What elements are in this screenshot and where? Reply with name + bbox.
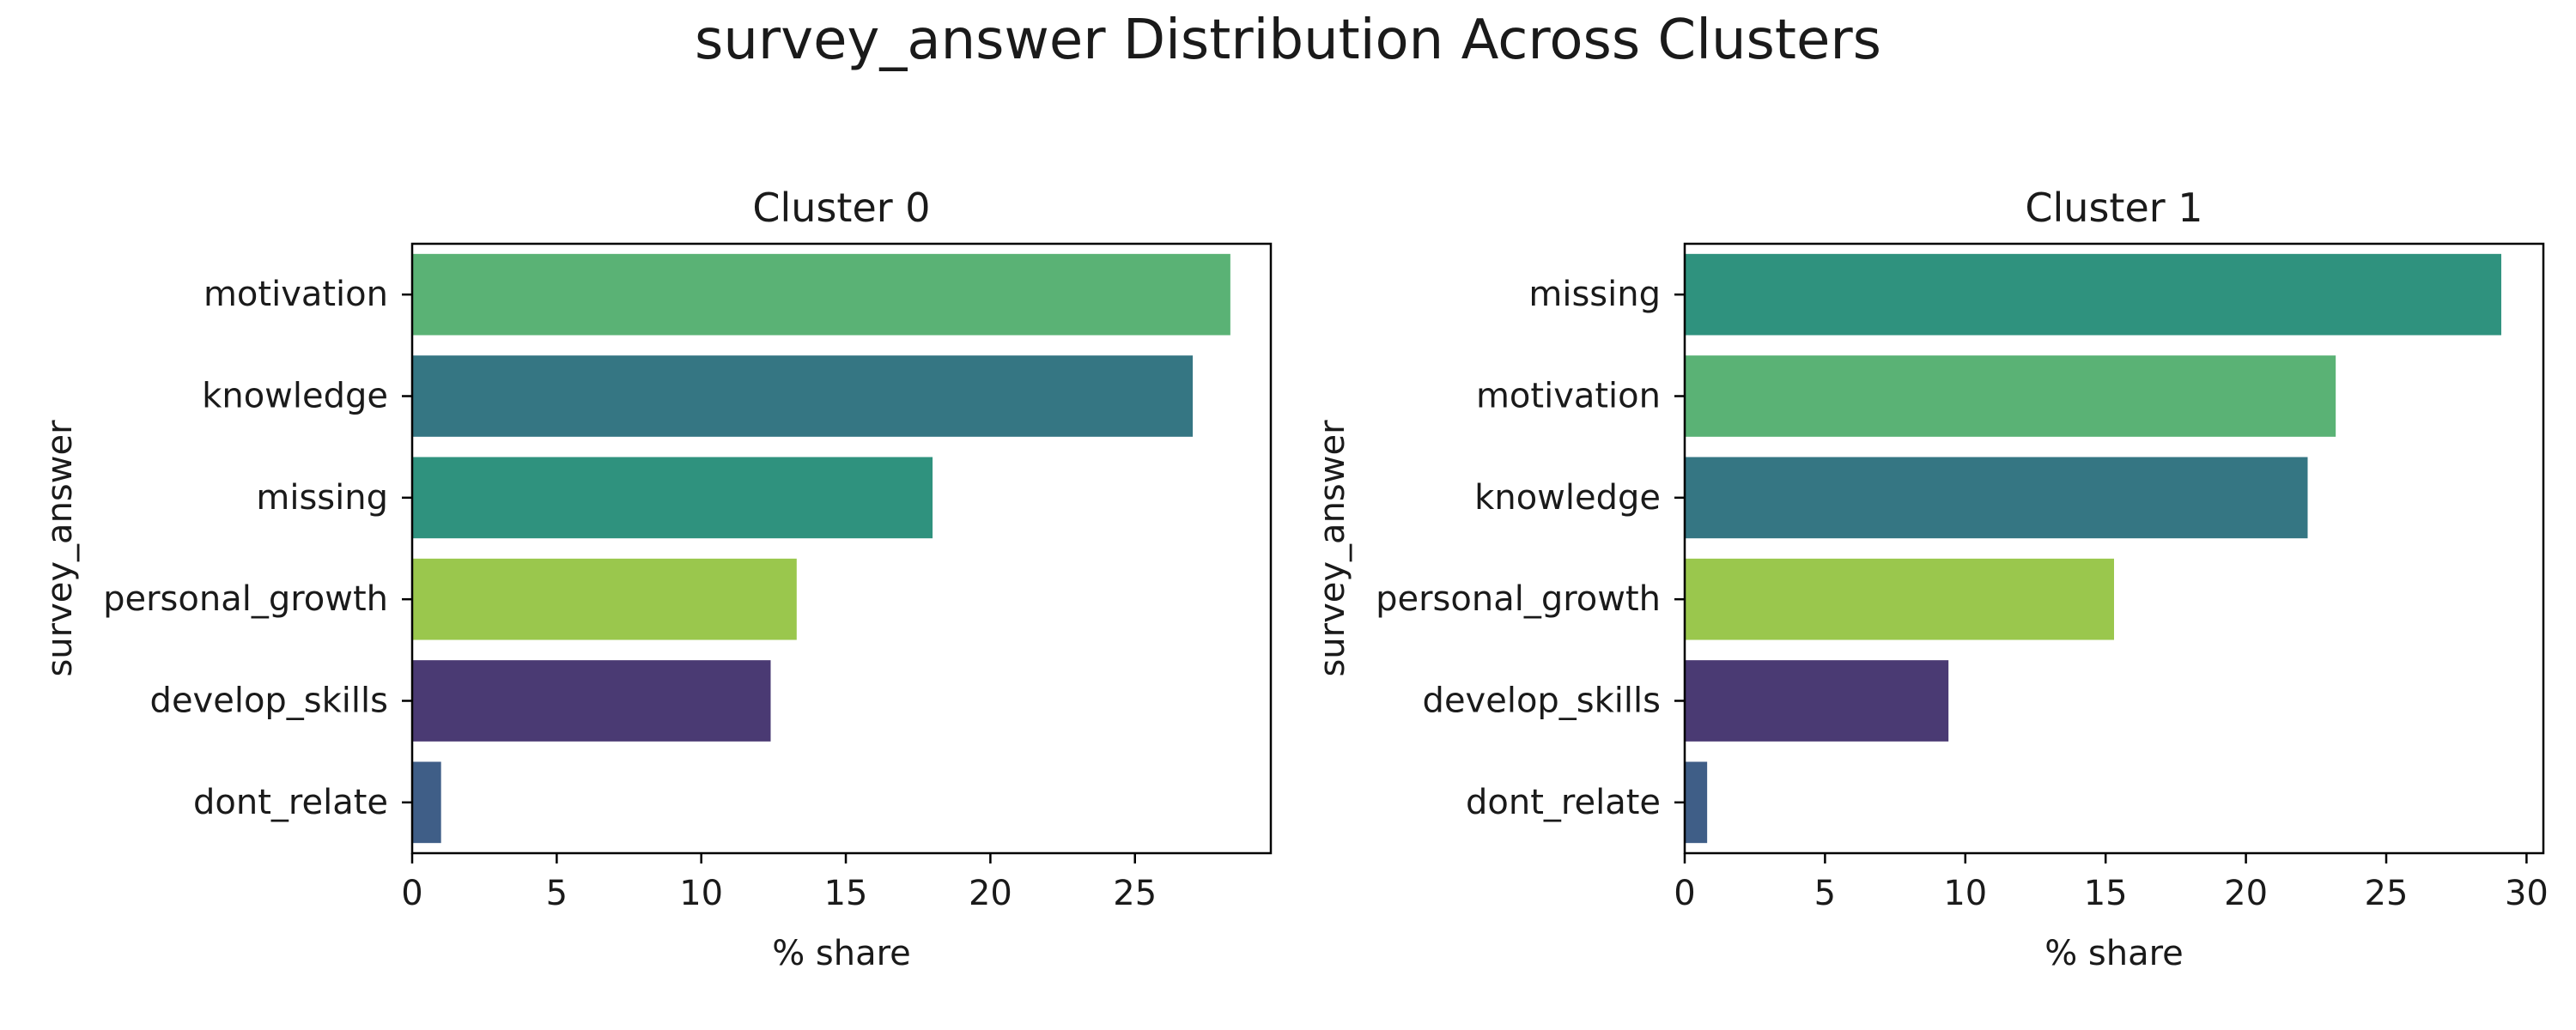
x-tick-label: 20 xyxy=(2224,874,2268,913)
x-tick-label: 0 xyxy=(1674,874,1695,913)
chart-panel-0: motivation knowledge missing personal_growt… xyxy=(40,185,1273,973)
y-tick-label: missing xyxy=(256,478,388,518)
y-tick-label: personal_growth xyxy=(103,579,388,619)
x-tick-label: 25 xyxy=(1113,874,1157,913)
x-tick-label: 0 xyxy=(401,874,422,913)
bar-missing xyxy=(1685,253,2501,336)
x-tick-label: 30 xyxy=(2505,874,2549,913)
x-axis-label: % share xyxy=(772,934,911,973)
y-tick-label: develop_skills xyxy=(1423,682,1661,721)
x-tick-label: 15 xyxy=(2084,874,2128,913)
y-tick-label: dont_relate xyxy=(193,783,388,822)
figure-title: survey_answer Distribution Across Cluste… xyxy=(695,9,1881,72)
x-axis-label: % share xyxy=(2044,934,2184,973)
x-tick-label: 10 xyxy=(1943,874,1987,913)
bar-develop_skills xyxy=(1685,660,1949,742)
y-tick-label: dont_relate xyxy=(1466,783,1661,822)
y-tick-label: knowledge xyxy=(1474,478,1661,518)
y-axis-label: survey_answer xyxy=(40,420,80,677)
x-tick-label: 25 xyxy=(2365,874,2409,913)
x-tick-label: 5 xyxy=(546,874,568,913)
panel-title: Cluster 1 xyxy=(2025,185,2202,231)
x-tick-label: 15 xyxy=(824,874,868,913)
bar-personal_growth xyxy=(1685,558,2114,640)
plot-frame xyxy=(1683,242,2545,855)
x-tick-label: 10 xyxy=(679,874,723,913)
y-tick-label: knowledge xyxy=(202,377,388,416)
bar-missing xyxy=(412,457,933,539)
x-tick-label: 5 xyxy=(1814,874,1836,913)
bar-dont_relate xyxy=(1685,761,1708,844)
y-tick-label: personal_growth xyxy=(1376,579,1661,619)
bar-knowledge xyxy=(1685,457,2308,539)
plot-frame xyxy=(410,242,1273,855)
y-tick-label: missing xyxy=(1528,275,1661,314)
chart-panels: motivation knowledge missing personal_growt… xyxy=(40,185,2549,973)
bar-dont_relate xyxy=(412,761,441,844)
bar-personal_growth xyxy=(412,558,797,640)
x-tick-label: 20 xyxy=(969,874,1012,913)
chart-panel-1: missing motivation knowledge personal_growt… xyxy=(1313,185,2549,973)
panel-title: Cluster 0 xyxy=(752,185,930,231)
y-axis-label: survey_answer xyxy=(1313,420,1352,677)
bar-knowledge xyxy=(412,355,1194,437)
bar-motivation xyxy=(1685,355,2336,437)
y-tick-label: motivation xyxy=(204,275,388,314)
y-tick-label: motivation xyxy=(1476,377,1661,416)
y-tick-label: develop_skills xyxy=(150,682,388,721)
bar-motivation xyxy=(412,253,1230,336)
bar-develop_skills xyxy=(412,660,771,742)
